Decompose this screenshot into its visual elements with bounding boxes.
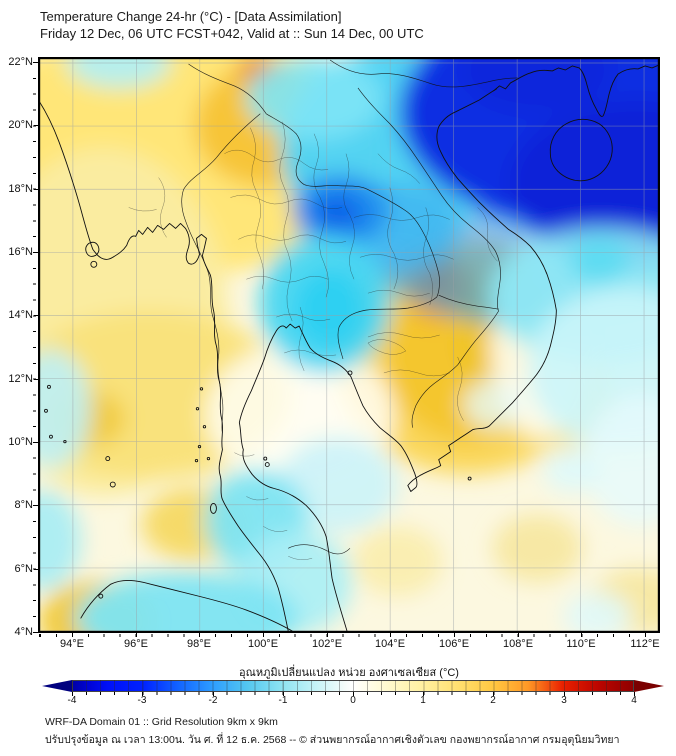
island	[202, 425, 207, 429]
x-axis-tick-label: 100°E	[241, 633, 285, 651]
page-subtitle: Friday 12 Dec, 06 UTC FCST+042, Valid at…	[40, 26, 424, 41]
border-china-myanmar	[188, 63, 267, 114]
page-title: Temperature Change 24-hr (°C) - [Data As…	[40, 9, 342, 24]
island-nicobar	[109, 481, 116, 488]
y-axis-tick-label: 6°N	[0, 562, 38, 576]
y-axis-tick-label: 18°N	[0, 182, 38, 196]
y-axis-tick-label: 4°N	[0, 625, 38, 639]
graticule-grid	[39, 58, 659, 632]
colorbar-label: อุณหภูมิเปลี่ยนแปลง หน่วย องศาเซลเซียส (…	[239, 667, 459, 679]
x-axis-tick-label: 104°E	[368, 633, 412, 651]
lake-tonle-sap	[367, 339, 407, 355]
island-andaman	[49, 434, 53, 439]
border-laos-vietnam-cambodia	[357, 87, 501, 428]
x-axis-tick-label: 102°E	[305, 633, 349, 651]
island-andaman	[47, 384, 51, 389]
coast-hainan-island	[549, 118, 613, 182]
footer-domain-info: WRF-DA Domain 01 :: Grid Resolution 9km …	[45, 716, 278, 728]
border-thailand-laos-cambodia	[266, 113, 440, 360]
island-andaman	[44, 408, 48, 413]
island-condao	[467, 476, 472, 481]
island	[206, 456, 211, 461]
colorbar-segment-lines	[72, 680, 634, 692]
colorbar-tick-label: -2	[198, 692, 228, 706]
island	[199, 387, 204, 391]
y-axis-tick-label: 14°N	[0, 308, 38, 322]
colorbar-tick-label: 0	[338, 692, 368, 706]
y-axis-tick-label: 16°N	[0, 245, 38, 259]
y-axis-minor-ticks	[33, 57, 36, 633]
border-thailand-malaysia	[288, 544, 351, 555]
y-axis-tick-label: 8°N	[0, 498, 38, 512]
coast-sumatra	[80, 579, 293, 632]
colorbar-gradient	[72, 680, 634, 692]
x-axis-tick-label: 108°E	[496, 633, 540, 651]
plot-border	[39, 58, 659, 632]
island	[263, 456, 268, 461]
colorbar-tick-label: 1	[408, 692, 438, 706]
border-laos-cambodia	[438, 294, 499, 310]
x-axis-tick-label: 106°E	[432, 633, 476, 651]
island	[197, 445, 202, 449]
coast-myanmar-peninsula	[39, 100, 289, 632]
map-canvas	[39, 58, 659, 632]
coastline-layer	[39, 64, 659, 632]
colorbar-tick-label: -1	[268, 692, 298, 706]
x-axis-tick-label: 96°E	[114, 633, 158, 651]
island-samui	[264, 462, 270, 468]
island	[90, 260, 98, 268]
island-andaman	[63, 440, 67, 444]
map-plot-area	[38, 57, 660, 633]
island-phuket	[209, 502, 217, 514]
border-china-vietnam	[329, 59, 518, 88]
province-border-layer	[128, 121, 498, 561]
x-axis-tick-label: 110°E	[559, 633, 603, 651]
y-axis-tick-label: 12°N	[0, 372, 38, 386]
island-nicobar	[105, 456, 111, 462]
x-axis-tick-label: 112°E	[623, 633, 667, 651]
island	[195, 407, 200, 411]
border-myanmar-thailand	[181, 113, 261, 433]
island-kohchang	[347, 370, 353, 376]
x-axis-minor-ticks	[38, 634, 660, 637]
colorbar-tick-label: 4	[619, 692, 649, 706]
island-weh	[98, 593, 104, 599]
island	[194, 458, 199, 463]
y-axis-tick-label: 22°N	[0, 55, 38, 69]
colorbar-tick-label: -3	[127, 692, 157, 706]
colorbar-tick-label: -4	[57, 692, 87, 706]
colorbar-tick-label: 3	[549, 692, 579, 706]
y-axis-tick-label: 10°N	[0, 435, 38, 449]
island-ramree	[85, 241, 100, 257]
footer-update-info: ปรับปรุงข้อมูล ณ เวลา 13:00น. วัน ศ. ที่…	[45, 734, 620, 746]
colorbar-tick-label: 2	[478, 692, 508, 706]
coast-gulf-vietnam-china	[238, 64, 659, 632]
x-axis-tick-label: 98°E	[177, 633, 221, 651]
colorbar-right-arrow	[634, 680, 664, 692]
colorbar-left-arrow	[42, 680, 72, 692]
y-axis-tick-label: 20°N	[0, 118, 38, 132]
x-axis-tick-label: 94°E	[50, 633, 94, 651]
country-border-layer	[181, 59, 518, 555]
